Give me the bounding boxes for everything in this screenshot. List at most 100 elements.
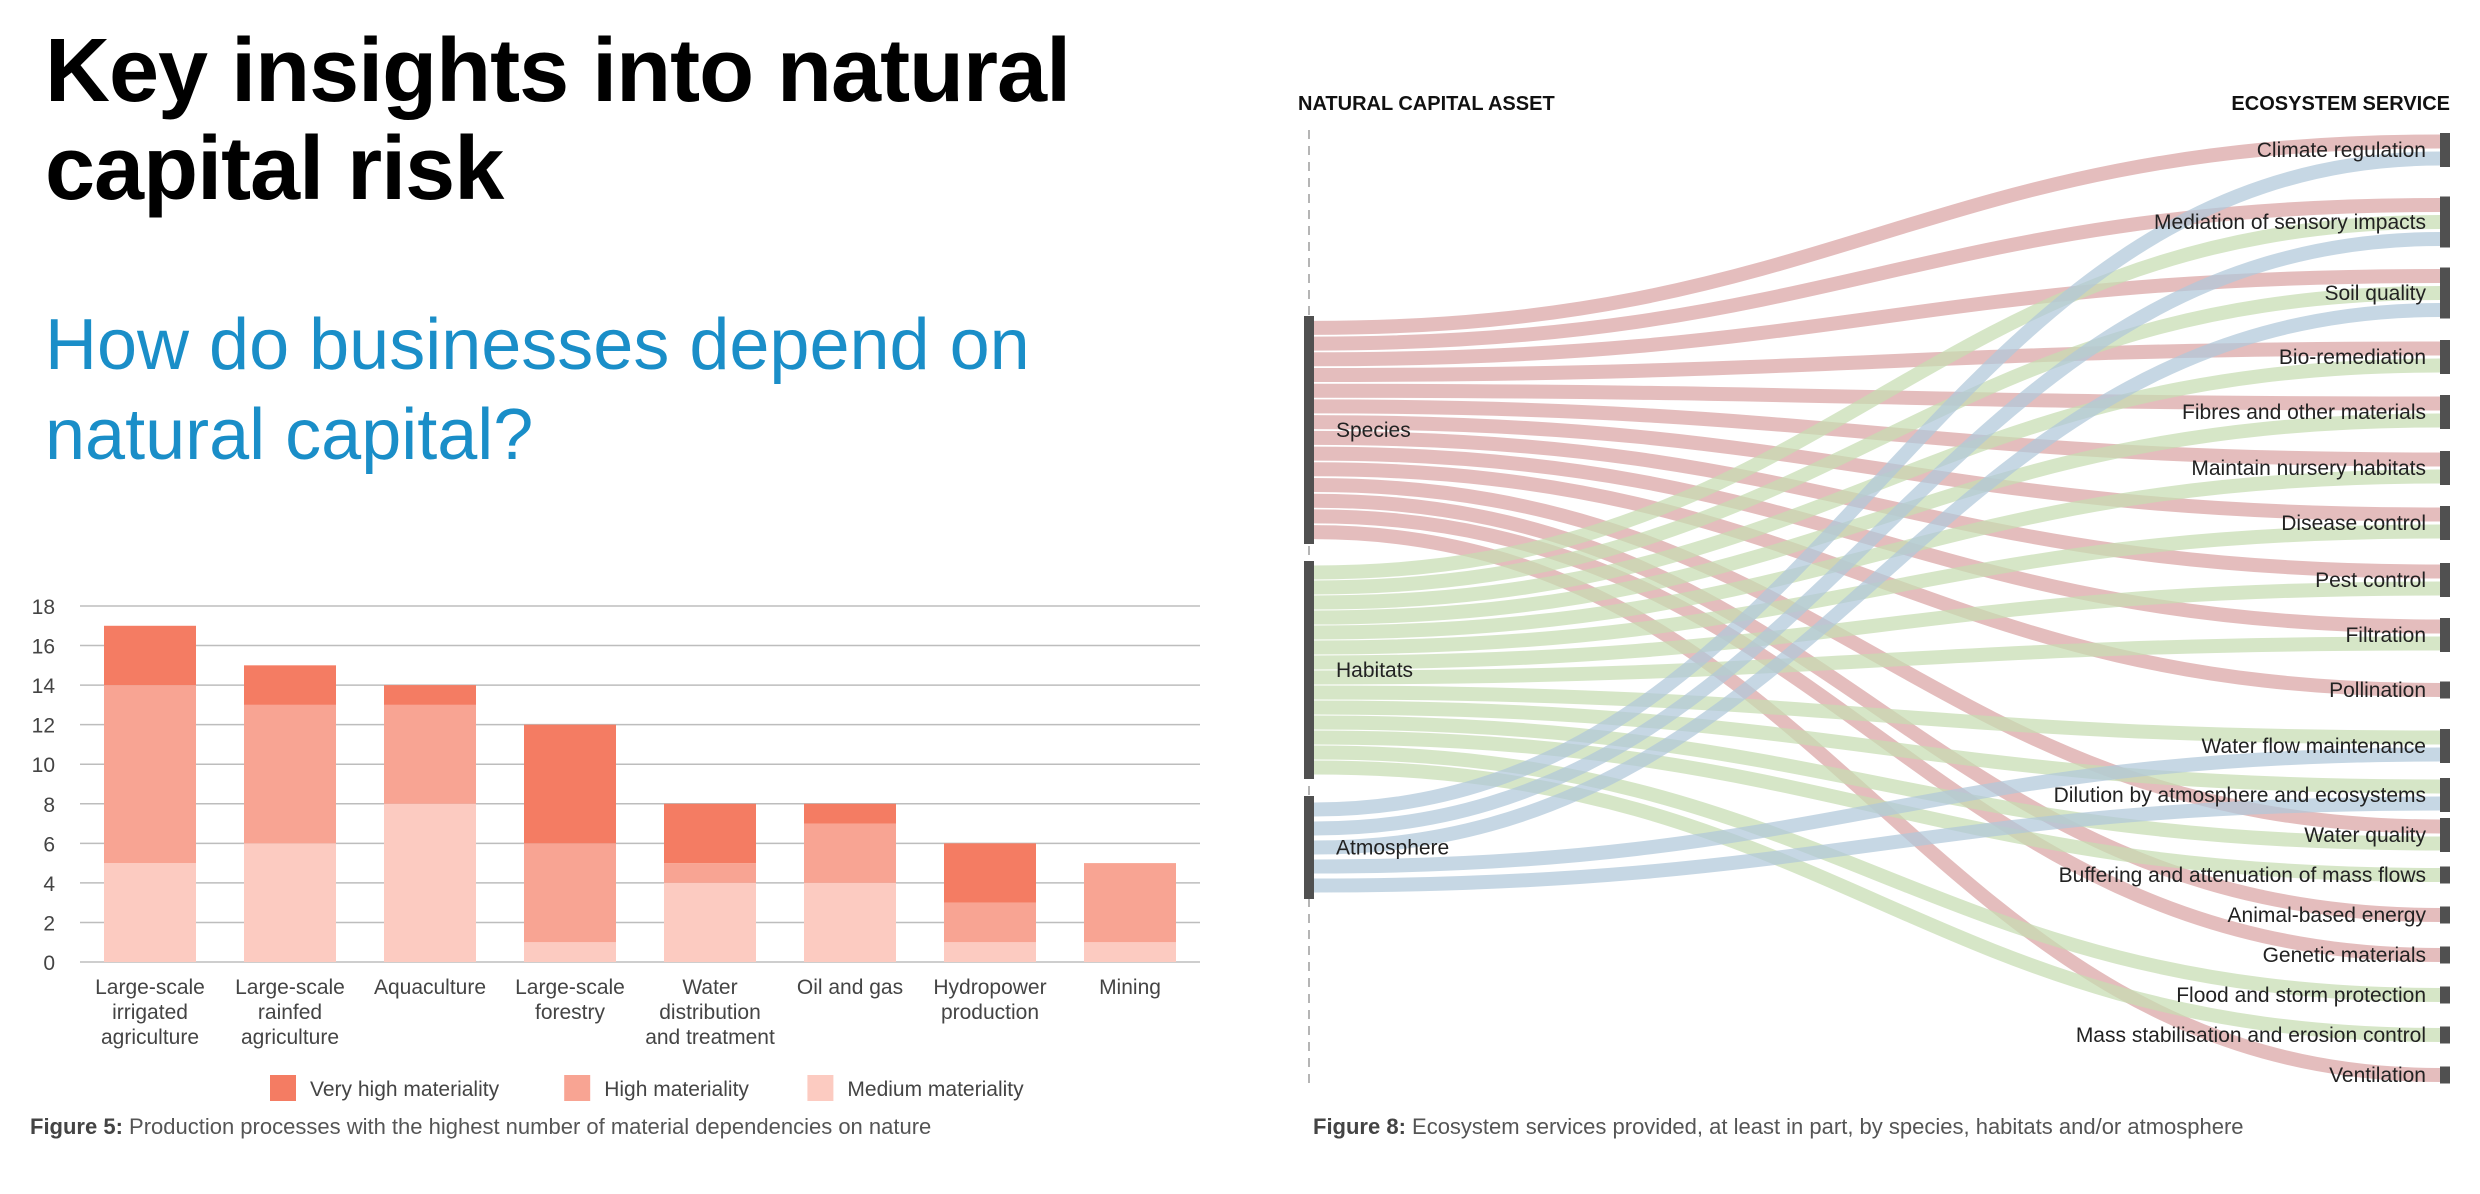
source-label-habitats: Habitats <box>1336 659 1413 682</box>
target-node-water-flow-maintenance <box>2440 729 2450 763</box>
target-label-climate-regulation: Climate regulation <box>2257 139 2426 162</box>
y-tick-label: 12 <box>32 715 55 738</box>
source-node-habitats <box>1304 561 1314 779</box>
legend-label-very-high-materiality: Very high materiality <box>310 1078 500 1101</box>
link-atmosphere-to-mediation-of-sensory-impacts <box>1313 232 2441 836</box>
y-tick-label: 16 <box>32 636 55 659</box>
y-tick-label: 6 <box>43 833 55 856</box>
flow-links <box>1313 134 2441 1082</box>
ecosystem-sankey-diagram: NATURAL CAPITAL ASSET ECOSYSTEM SERVICE Sp… <box>1298 93 2450 1090</box>
figure-8-text: Ecosystem services provided, at least in… <box>1405 1114 2244 1139</box>
materiality-bar-chart: 0 2 4 6 8 10 12 14 16 18 Large-scale irrigated agric… <box>32 596 1200 1101</box>
bar-high-materiality-large-scale-forestry <box>524 843 616 943</box>
bar-high-materiality-large-scale-irrigated-agriculture <box>104 685 196 864</box>
y-tick-label: 2 <box>43 912 55 935</box>
link-habitats-to-water-flow-maintenance <box>1313 685 2441 745</box>
target-label-mass-stabilisation-and-erosion-control: Mass stabilisation and erosion control <box>2076 1024 2426 1047</box>
bar-medium-materiality-oil-and-gas <box>804 882 896 962</box>
target-label-filtration: Filtration <box>2345 624 2426 647</box>
link-species-to-disease-control <box>1313 415 2441 522</box>
target-label-water-quality: Water quality <box>2304 824 2426 847</box>
bar-high-materiality-hydropower-production <box>944 902 1036 943</box>
bar-high-materiality-aquaculture <box>384 704 476 804</box>
left-axis-header: NATURAL CAPITAL ASSET <box>1298 93 1555 115</box>
target-label-flood-and-storm-protection: Flood and storm protection <box>2176 984 2426 1007</box>
target-label-animal-based-energy: Animal-based energy <box>2228 904 2427 927</box>
target-label-bio-remediation: Bio-remediation <box>2279 346 2426 369</box>
target-node-filtration <box>2440 618 2450 652</box>
x-tick-label: Large-scale rainfed agriculture <box>235 976 345 1049</box>
target-node-buffering-and-attenuation-of-mass-flows <box>2440 866 2450 884</box>
bar-medium-materiality-hydropower-production <box>944 942 1036 962</box>
x-tick-label: Large-scale irrigated agriculture <box>95 976 205 1049</box>
bar-high-materiality-large-scale-rainfed-agriculture <box>244 704 336 844</box>
source-node-species <box>1304 316 1314 544</box>
link-species-to-climate-regulation <box>1313 134 2441 335</box>
target-label-pest-control: Pest control <box>2315 569 2426 592</box>
link-habitats-to-fibres-and-other-materials <box>1313 413 2441 625</box>
bar-very-high-materiality-large-scale-irrigated-agriculture <box>104 625 196 686</box>
target-node-pollination <box>2440 681 2450 699</box>
target-node-fibres-and-other-materials <box>2440 395 2450 429</box>
target-node-animal-based-energy <box>2440 906 2450 924</box>
y-tick-label: 10 <box>32 754 55 777</box>
figure-8-caption: Figure 8: Ecosystem services provided, a… <box>1313 1114 2244 1140</box>
figure-5-label: Figure 5: <box>30 1114 123 1139</box>
right-axis-header: ECOSYSTEM SERVICE <box>2231 93 2450 115</box>
bar-high-materiality-mining <box>1084 863 1176 943</box>
figure-5-caption: Figure 5: Production processes with the … <box>30 1114 931 1140</box>
bar-medium-materiality-mining <box>1084 942 1176 962</box>
x-tick-label: Water distribution and treatment <box>645 976 775 1049</box>
figure-5-text: Production processes with the highest nu… <box>122 1114 932 1139</box>
legend-swatch-very-high-materiality <box>270 1075 296 1101</box>
bar-medium-materiality-large-scale-irrigated-agriculture <box>104 863 196 962</box>
link-habitats-to-soil-quality <box>1313 286 2441 595</box>
link-habitats-to-mass-stabilisation-and-erosion-control <box>1313 760 2441 1042</box>
target-label-water-flow-maintenance: Water flow maintenance <box>2202 735 2427 758</box>
link-species-to-genetic-materials <box>1313 509 2441 962</box>
target-node-bio-remediation <box>2440 340 2450 374</box>
bar-medium-materiality-aquaculture <box>384 803 476 962</box>
target-label-fibres-and-other-materials: Fibres and other materials <box>2182 401 2426 424</box>
y-tick-label: 8 <box>43 794 55 817</box>
target-label-genetic-materials: Genetic materials <box>2263 944 2426 967</box>
page-title: Key insights into natural capital risk <box>45 21 1071 219</box>
target-node-ventilation <box>2440 1066 2450 1084</box>
source-node-atmosphere <box>1304 796 1314 899</box>
target-label-ventilation: Ventilation <box>2329 1064 2426 1087</box>
y-tick-label: 14 <box>32 675 56 698</box>
target-label-pollination: Pollination <box>2329 679 2426 702</box>
link-atmosphere-to-climate-regulation <box>1313 151 2441 817</box>
link-habitats-to-water-quality <box>1313 715 2441 851</box>
target-label-soil-quality: Soil quality <box>2324 282 2426 305</box>
y-tick-label: 4 <box>43 873 55 896</box>
bar-high-materiality-oil-and-gas <box>804 823 896 883</box>
x-tick-label: Hydropower production <box>933 976 1046 1024</box>
legend-label-medium-materiality: Medium materiality <box>847 1078 1024 1101</box>
bar-very-high-materiality-oil-and-gas <box>804 803 896 824</box>
bar-very-high-materiality-hydropower-production <box>944 843 1036 903</box>
link-habitats-to-pest-control <box>1313 581 2441 670</box>
bar-medium-materiality-water-distribution-and-treatment <box>664 882 756 962</box>
bar-very-high-materiality-water-distribution-and-treatment <box>664 803 756 864</box>
target-node-soil-quality <box>2440 267 2450 319</box>
target-node-disease-control <box>2440 506 2450 540</box>
link-habitats-to-dilution-by-atmosphere-and-ecosystems <box>1313 700 2441 794</box>
target-label-mediation-of-sensory-impacts: Mediation of sensory impacts <box>2154 211 2426 234</box>
y-tick-label: 0 <box>43 952 55 975</box>
link-atmosphere-to-water-flow-maintenance <box>1313 747 2441 874</box>
bar-high-materiality-water-distribution-and-treatment <box>664 863 756 883</box>
bar-medium-materiality-large-scale-forestry <box>524 942 616 962</box>
link-habitats-to-filtration <box>1313 636 2441 685</box>
link-species-to-bio-remediation <box>1313 341 2441 382</box>
target-node-mediation-of-sensory-impacts <box>2440 196 2450 248</box>
source-label-atmosphere: Atmosphere <box>1336 837 1449 860</box>
target-label-dilution-by-atmosphere-and-ecosystems: Dilution by atmosphere and ecosystems <box>2054 784 2426 807</box>
bar-very-high-materiality-large-scale-forestry <box>524 724 616 844</box>
target-node-climate-regulation <box>2440 133 2450 167</box>
legend-label-high-materiality: High materiality <box>604 1078 749 1101</box>
target-node-flood-and-storm-protection <box>2440 986 2450 1004</box>
x-tick-label: Mining <box>1099 976 1161 999</box>
page-subtitle: How do businesses depend on natural capi… <box>45 305 1030 475</box>
target-node-mass-stabilisation-and-erosion-control <box>2440 1026 2450 1044</box>
